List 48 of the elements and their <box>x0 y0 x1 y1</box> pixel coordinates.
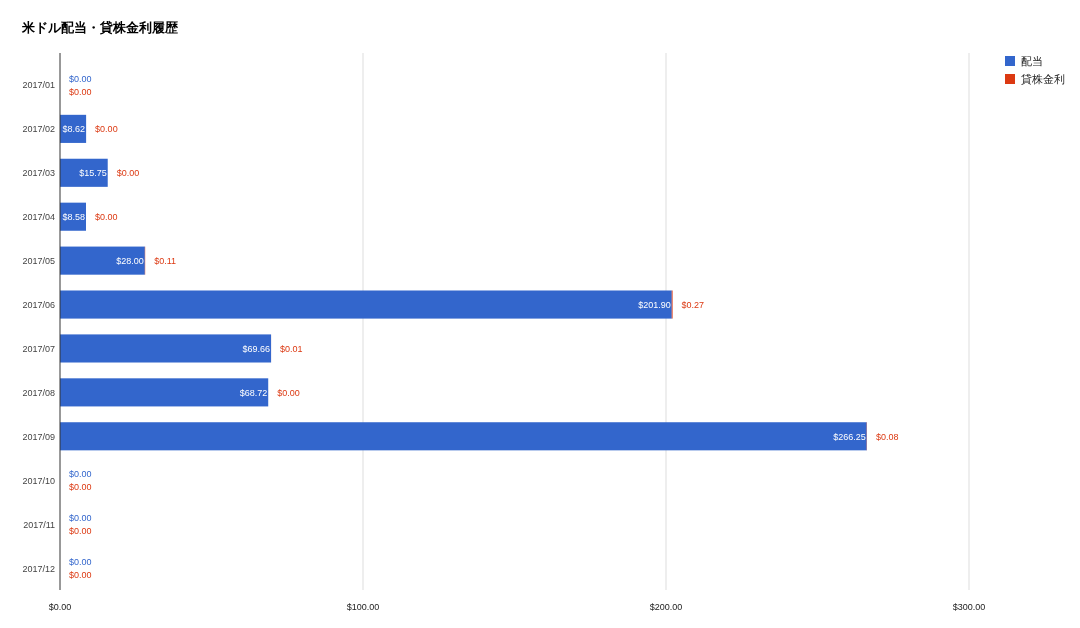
y-tick-label: 2017/05 <box>22 256 55 267</box>
data-label: $0.00 <box>69 570 92 581</box>
data-label: $0.11 <box>154 256 177 267</box>
data-label: $0.00 <box>69 86 92 97</box>
bar <box>60 422 867 451</box>
y-tick-label: 2017/10 <box>22 475 55 486</box>
data-label: $266.25 <box>833 431 866 442</box>
data-label: $201.90 <box>638 300 671 311</box>
data-label: $0.00 <box>69 469 92 480</box>
data-label: $8.62 <box>62 124 86 135</box>
y-tick-label: 2017/12 <box>22 563 55 574</box>
data-label: $28.00 <box>116 256 144 267</box>
data-label: $0.00 <box>69 482 92 493</box>
data-label: $8.58 <box>62 212 85 223</box>
data-label: $0.00 <box>95 124 118 135</box>
y-tick-label: 2017/11 <box>23 519 55 530</box>
x-tick-label: $100.00 <box>346 602 380 612</box>
legend-label: 配当 <box>1021 55 1043 67</box>
data-label: $0.00 <box>69 557 92 568</box>
data-label: $15.75 <box>79 168 107 179</box>
x-tick-label: $200.00 <box>649 602 683 612</box>
data-label: $68.72 <box>239 387 268 398</box>
data-label: $0.00 <box>116 168 140 179</box>
y-tick-label: 2017/04 <box>22 212 55 223</box>
bar <box>60 246 145 275</box>
data-label: $0.00 <box>69 73 92 84</box>
data-label: $0.00 <box>69 513 92 524</box>
y-tick-label: 2017/01 <box>22 80 55 91</box>
data-label: $0.00 <box>95 212 118 223</box>
y-tick-label: 2017/07 <box>22 343 55 354</box>
y-tick-label: 2017/09 <box>22 431 55 442</box>
y-tick-label: 2017/08 <box>22 387 55 398</box>
chart-title: 米ドル配当・貸株金利履歴 <box>21 20 179 35</box>
x-tick-label: $300.00 <box>952 602 986 612</box>
x-tick-label: $0.00 <box>48 602 72 612</box>
y-tick-label: 2017/02 <box>22 124 55 135</box>
data-label: $0.27 <box>681 300 705 311</box>
data-label: $0.08 <box>875 431 899 442</box>
data-label: $0.01 <box>280 343 303 354</box>
legend-label: 貸株金利 <box>1021 73 1065 85</box>
data-label: $0.00 <box>277 387 300 398</box>
data-label: $69.66 <box>242 343 271 354</box>
bar <box>60 334 272 363</box>
data-label: $0.00 <box>69 526 92 537</box>
y-tick-label: 2017/06 <box>22 300 55 311</box>
y-tick-label: 2017/03 <box>22 168 55 179</box>
bar <box>60 290 672 319</box>
bar <box>60 378 269 407</box>
